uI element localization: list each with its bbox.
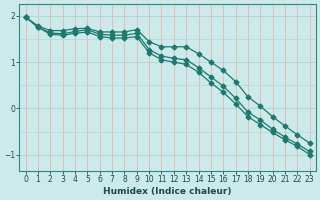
X-axis label: Humidex (Indice chaleur): Humidex (Indice chaleur)	[103, 187, 232, 196]
